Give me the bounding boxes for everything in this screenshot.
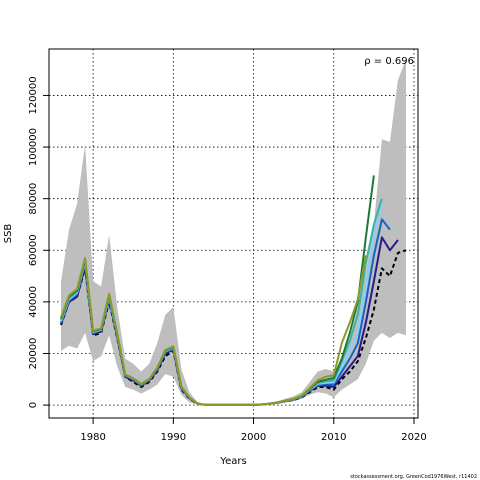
x-tick-label: 2020: [401, 432, 426, 443]
y-tick-label: 20000: [28, 338, 39, 370]
footer-credit: stockassessment.org, GreenCod1976West, r…: [350, 474, 477, 480]
y-tick-label: 0: [28, 402, 39, 408]
y-tick-label: 80000: [28, 183, 39, 215]
rho-annotation: ρ = 0.696: [364, 56, 414, 67]
y-tick-label: 60000: [28, 234, 39, 266]
plot-frame: [48, 48, 419, 419]
axes: 1980 1990 2000 2010 2020 0 20000 40000 60000 8000…: [28, 76, 427, 443]
series-line-7: [60, 255, 367, 406]
y-axis-title: SSB: [3, 224, 14, 244]
y-tick-label: 40000: [28, 286, 39, 318]
y-tick-label: 100000: [28, 128, 39, 166]
x-axis-title: Years: [219, 456, 246, 467]
series-lines: [60, 175, 407, 406]
y-tick-label: 120000: [28, 76, 39, 114]
x-tick-label: 1980: [80, 432, 105, 443]
x-tick-label: 2010: [321, 432, 346, 443]
x-tick-label: 1990: [161, 432, 186, 443]
x-tick-label: 2000: [241, 432, 266, 443]
